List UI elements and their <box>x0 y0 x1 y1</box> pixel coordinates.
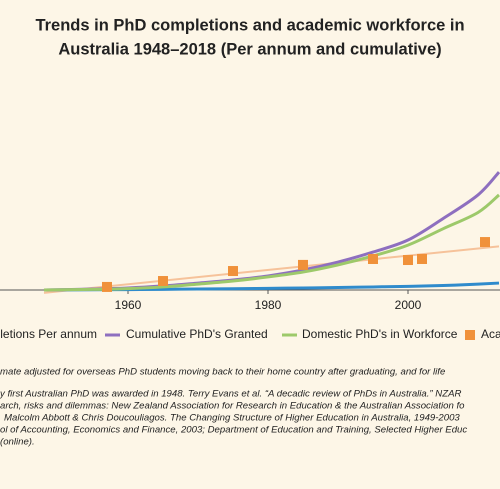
series-line <box>43 193 500 292</box>
legend-label: Academic Workforce <box>481 327 500 341</box>
x-tick-label: 2000 <box>395 298 422 312</box>
legend-label: Cumulative PhD's Granted <box>126 327 268 341</box>
footnote: arch, risks and dilemmas: New Zealand As… <box>0 401 465 412</box>
x-tick-label: 1960 <box>115 298 142 312</box>
scatter-point <box>102 281 112 292</box>
legend-icon <box>465 330 475 340</box>
legend-label: Domestic PhD's in Workforce <box>302 327 458 341</box>
chart-title: Australia 1948–2018 (Per annum and cumul… <box>58 40 441 58</box>
footnote: (online). <box>0 437 35 448</box>
scatter-point <box>368 253 378 264</box>
footnote: Malcolm Abbott & Chris Doucouliagos. The… <box>4 413 460 424</box>
legend-label: PhD Completions Per annum <box>0 327 97 341</box>
footnote: mate adjusted for overseas PhD students … <box>0 367 445 378</box>
x-tick-label: 1980 <box>255 298 282 312</box>
scatter-point <box>228 266 238 277</box>
scatter-point <box>417 253 427 264</box>
footnote: ol of Accounting, Economics and Finance,… <box>0 425 467 436</box>
scatter-point <box>298 259 308 270</box>
series-line <box>43 171 500 292</box>
footnote: y first Australian PhD was awarded in 19… <box>0 389 461 400</box>
scatter-point <box>480 237 490 248</box>
scatter-point <box>158 276 168 287</box>
scatter-point <box>403 255 413 266</box>
chart-title: Trends in PhD completions and academic w… <box>35 16 464 34</box>
